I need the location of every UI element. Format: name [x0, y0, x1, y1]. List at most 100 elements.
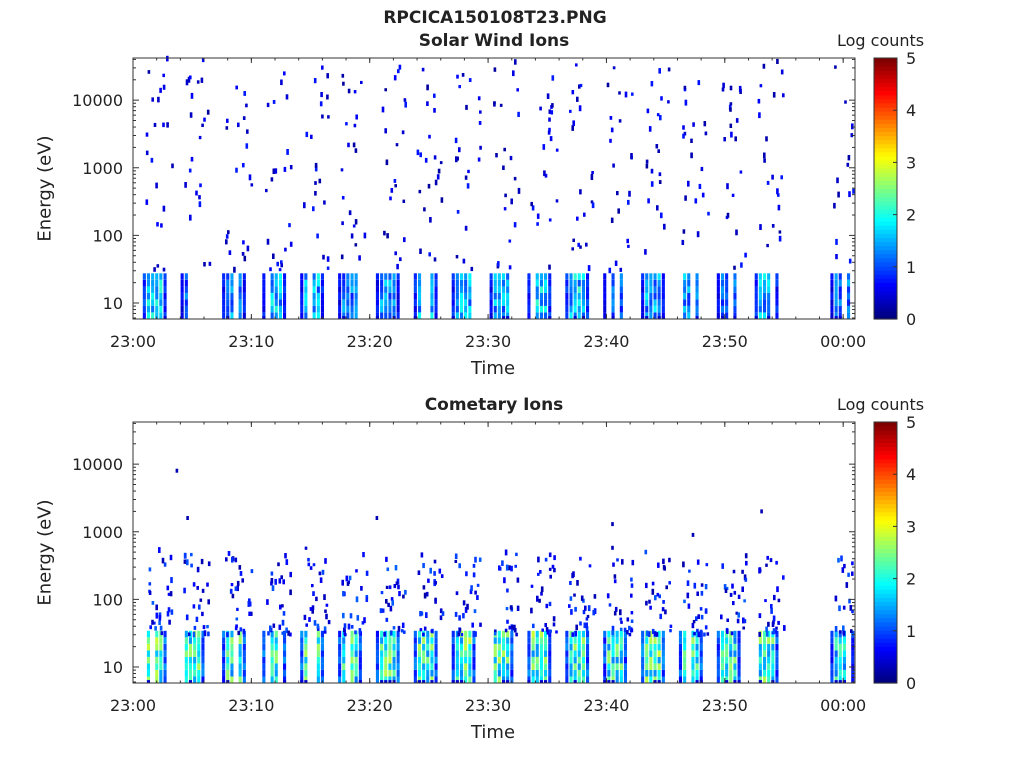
- heatmap-cell: [834, 292, 838, 300]
- heatmap-cell: [726, 183, 729, 190]
- heatmap-cell: [539, 106, 542, 111]
- heatmap-cell: [466, 183, 470, 189]
- heatmap-cell: [159, 670, 163, 677]
- heatmap-cell: [765, 563, 768, 567]
- heatmap-cell: [274, 643, 278, 651]
- heatmap-cell: [586, 286, 590, 293]
- heatmap-cell: [505, 607, 509, 611]
- heatmap-cell: [767, 630, 771, 638]
- heatmap-cell: [544, 299, 548, 306]
- heatmap-cell: [274, 273, 278, 280]
- heatmap-cell: [571, 247, 574, 251]
- heatmap-cell: [695, 286, 699, 293]
- heatmap-cell: [838, 680, 842, 683]
- colorbar-swatch: [874, 430, 897, 435]
- heatmap-cell: [159, 650, 163, 657]
- x-tick-label: 23:40: [583, 332, 629, 351]
- heatmap-cell: [154, 626, 157, 631]
- heatmap-cell: [311, 608, 314, 614]
- heatmap-cell: [226, 676, 230, 683]
- heatmap-cell: [737, 637, 741, 644]
- heatmap-cell: [631, 559, 635, 566]
- heatmap-cell: [310, 134, 313, 139]
- heatmap-cell: [510, 637, 514, 644]
- heatmap-cell: [375, 656, 379, 664]
- heatmap-cell: [324, 558, 327, 564]
- heatmap-cell: [721, 299, 725, 306]
- heatmap-cell: [476, 595, 479, 600]
- heatmap-cell: [577, 650, 581, 657]
- heatmap-cell: [342, 299, 346, 306]
- heatmap-cell: [502, 630, 506, 638]
- heatmap-cell: [340, 168, 344, 172]
- heatmap-cell: [270, 571, 274, 576]
- heatmap-cell: [661, 663, 665, 670]
- heatmap-cell: [696, 231, 700, 238]
- heatmap-cell: [611, 676, 615, 683]
- heatmap-cell: [262, 663, 266, 670]
- heatmap-cell: [729, 643, 733, 651]
- heatmap-cell: [656, 592, 660, 597]
- heatmap-cell: [300, 279, 304, 287]
- heatmap-cell: [691, 630, 695, 638]
- heatmap-cell: [375, 643, 379, 651]
- heatmap-cell: [354, 219, 358, 225]
- heatmap-cell: [641, 279, 645, 287]
- heatmap-cell: [834, 273, 838, 280]
- heatmap-cell: [456, 156, 459, 161]
- heatmap-cell: [623, 643, 627, 651]
- heatmap-cell: [426, 630, 430, 638]
- heatmap-cell: [418, 650, 422, 657]
- heatmap-cell: [455, 292, 459, 300]
- heatmap-cell: [346, 273, 350, 280]
- heatmap-cell: [309, 607, 313, 611]
- heatmap-cell: [658, 172, 662, 177]
- heatmap-cell: [619, 292, 623, 300]
- heatmap-cell: [591, 202, 595, 209]
- heatmap-cell: [571, 90, 575, 95]
- heatmap-cell: [731, 583, 734, 589]
- heatmap-cell: [579, 83, 583, 88]
- heatmap-cell: [196, 80, 200, 84]
- heatmap-cell: [434, 630, 438, 638]
- heatmap-cell: [380, 591, 384, 595]
- heatmap-cell: [360, 586, 363, 591]
- heatmap-cell: [388, 305, 392, 313]
- heatmap-cell: [771, 637, 775, 644]
- heatmap-cell: [493, 312, 497, 319]
- heatmap-cell: [588, 564, 592, 568]
- heatmap-cell: [552, 616, 556, 622]
- heatmap-cell: [455, 656, 459, 664]
- heatmap-cell: [146, 650, 150, 657]
- heatmap-cell: [269, 625, 272, 632]
- heatmap-cell: [623, 637, 627, 644]
- heatmap-cell: [162, 84, 166, 90]
- heatmap-cell: [413, 643, 417, 651]
- heatmap-cell: [603, 670, 607, 677]
- heatmap-cell: [497, 286, 501, 293]
- heatmap-cell: [577, 242, 580, 247]
- heatmap-cell: [574, 630, 577, 637]
- heatmap-cell: [230, 676, 234, 683]
- heatmap-cell: [222, 286, 226, 293]
- heatmap-cell: [577, 663, 581, 670]
- heatmap-cell: [830, 316, 834, 319]
- heatmap-cell: [754, 273, 758, 280]
- colorbar-swatch: [874, 523, 897, 529]
- heatmap-cell: [510, 630, 514, 638]
- colorbar-swatch: [874, 483, 897, 488]
- heatmap-cell: [314, 165, 318, 172]
- heatmap-cell: [838, 663, 842, 670]
- heatmap-cell: [687, 603, 691, 609]
- heatmap-cell: [586, 279, 590, 287]
- heatmap-cell: [360, 80, 363, 84]
- heatmap-cell: [472, 650, 476, 657]
- heatmap-cell: [618, 119, 622, 123]
- heatmap-cell: [661, 607, 665, 612]
- heatmap-cell: [354, 670, 358, 677]
- heatmap-cell: [458, 628, 462, 632]
- heatmap-cell: [614, 606, 618, 612]
- heatmap-cell: [473, 609, 477, 614]
- heatmap-cell: [539, 670, 543, 677]
- heatmap-cell: [272, 100, 276, 104]
